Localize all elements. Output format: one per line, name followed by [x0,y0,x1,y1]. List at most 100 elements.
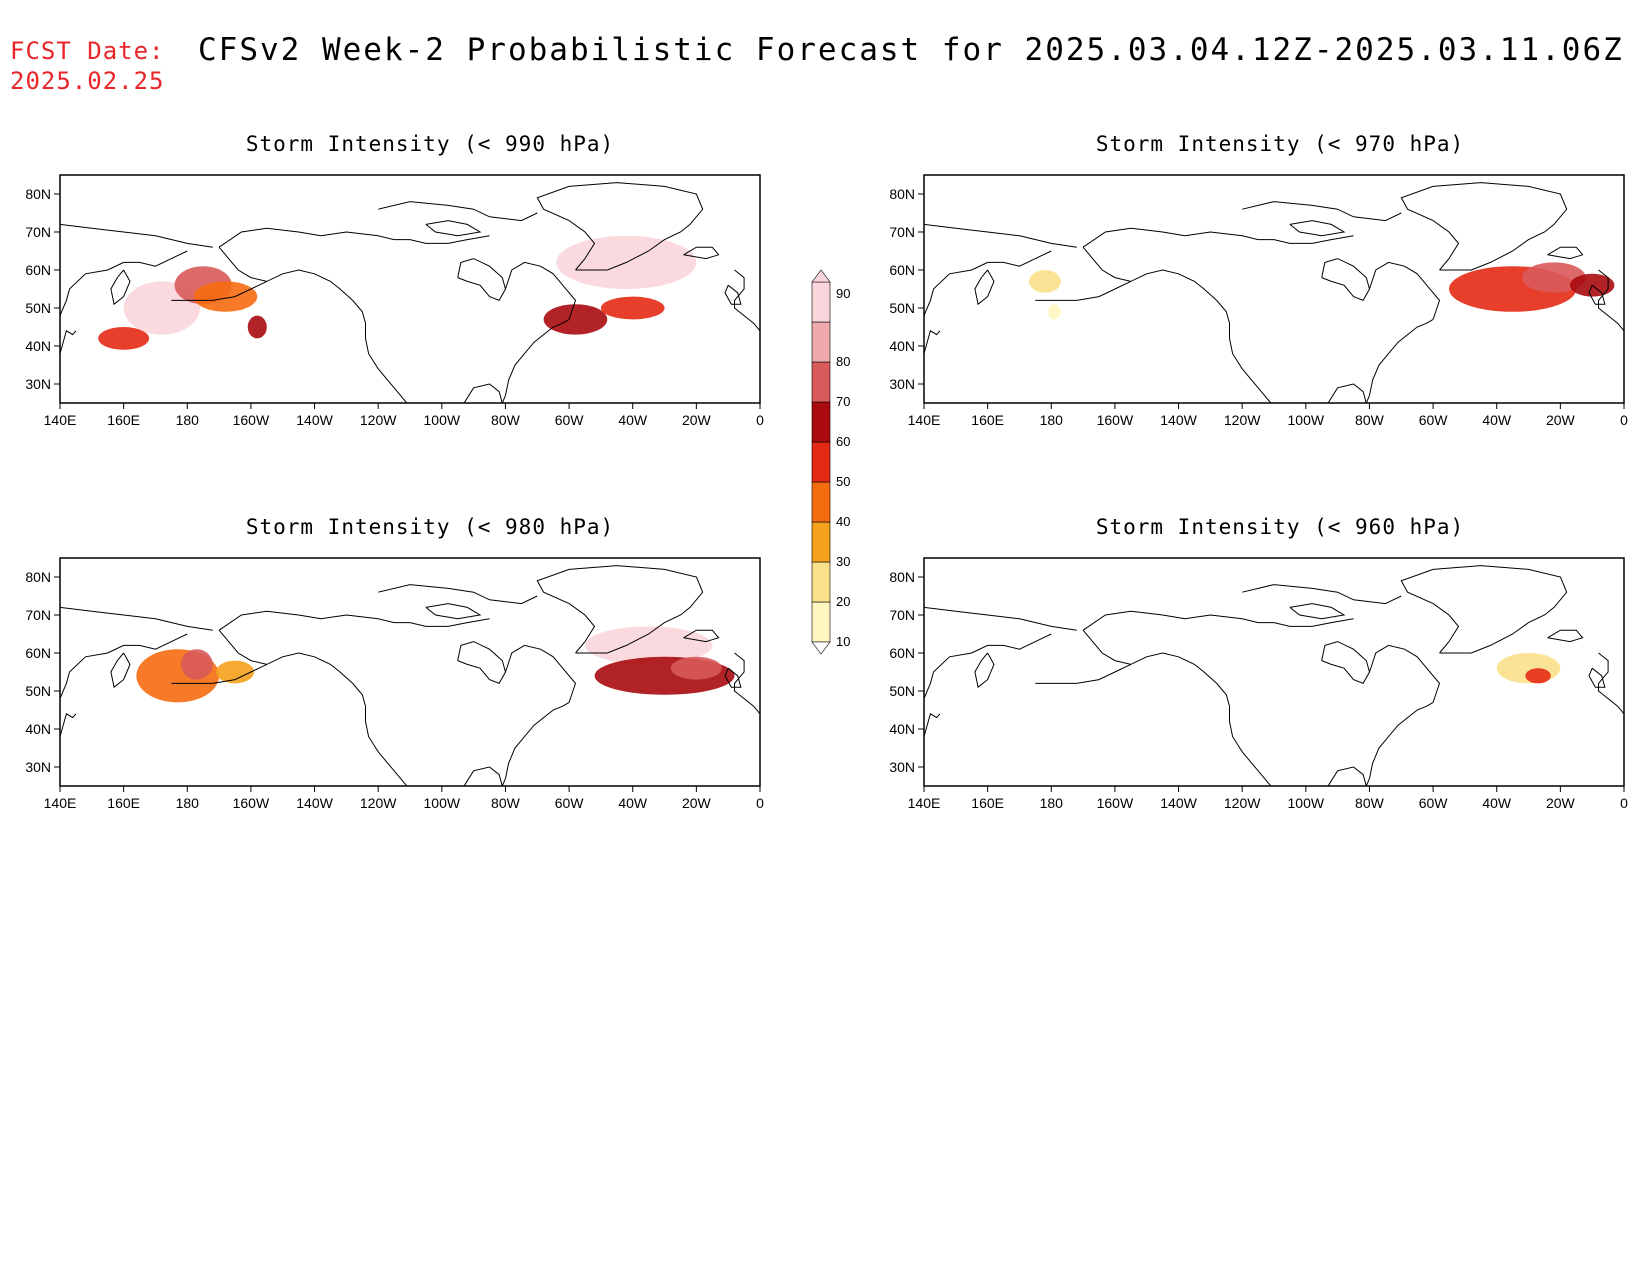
probability-region [215,660,255,684]
coastline [171,663,268,684]
map-970: 140E 160E 180 160W 140W 120W 100W 80W 60W 40W 20W 0… [889,174,1628,428]
lon-tick-label: 0 [756,795,764,811]
coastline [1260,318,1434,403]
coastline [724,667,742,688]
coastline [924,330,941,354]
coastline [1082,629,1262,775]
panel-title-960: Storm Intensity (< 960 hPa) [1095,515,1465,539]
coastline [1369,644,1441,703]
lon-tick-label: 140W [296,412,333,428]
lon-tick-label: 80W [1355,795,1385,811]
coastline [171,280,268,301]
coastline [218,629,398,775]
probability-shading [1496,653,1561,684]
map-frame [923,174,1625,404]
page-title: CFSv2 Week-2 Probabilistic Forecast for … [198,32,1624,68]
coastline [60,223,213,248]
lat-tick-label: 70N [889,224,915,240]
map-frame [59,174,761,404]
coastline [1082,246,1262,392]
colorbar-label: 80 [836,354,850,369]
lat-tick-label: 80N [889,186,915,202]
coastline [536,565,704,654]
lon-tick-label: 140W [296,795,333,811]
lon-tick-label: 180 [1040,795,1064,811]
coastline [1289,220,1346,237]
coastline [425,603,482,620]
coastline [1242,201,1402,222]
lon-tick-label: 140E [44,412,77,428]
lon-tick-label: 140W [1160,795,1197,811]
probability-region [1048,304,1061,320]
coastline [1289,603,1346,620]
coastline [60,713,77,737]
lon-tick-label: 0 [1620,795,1628,811]
coastline [1369,261,1441,320]
lon-tick-label: 60W [1419,412,1449,428]
coastline [1082,227,1354,248]
lon-tick-label: 20W [1546,412,1576,428]
lat-tick-label: 70N [25,224,51,240]
coastline [724,284,742,305]
lat-tick-label: 80N [889,569,915,585]
lon-tick-label: 0 [756,412,764,428]
coastline [457,641,507,685]
coastline [1547,246,1584,260]
lon-tick-label: 100W [424,795,461,811]
probability-region [1029,270,1061,293]
probability-shading [98,235,697,350]
lon-tick-label: 160E [107,795,140,811]
coastline [734,269,760,332]
colorbar-segment [811,521,831,563]
coastline [60,633,188,699]
colorbar-segment [811,281,831,323]
coastline [683,629,720,643]
lat-tick-label: 30N [889,376,915,392]
lon-tick-label: 160E [107,412,140,428]
coastline [683,246,720,260]
colorbar-segment [811,441,831,483]
lat-tick-label: 70N [889,607,915,623]
lon-tick-label: 180 [1040,412,1064,428]
map-frame [59,557,761,787]
coastlines [924,182,1624,403]
coastline [60,606,213,631]
lat-tick-label: 30N [25,759,51,775]
lat-tick-label: 40N [889,338,915,354]
lat-tick-label: 40N [25,721,51,737]
lon-tick-label: 160W [1097,795,1134,811]
forecast-date-label: FCST Date: 2025.02.25 [10,36,165,96]
lon-tick-label: 160W [233,795,270,811]
probability-region [247,315,267,339]
coastline [536,182,704,271]
lat-tick-label: 30N [889,759,915,775]
lat-tick-label: 30N [25,376,51,392]
coastline [505,261,577,320]
coastline [974,652,995,689]
lat-tick-label: 40N [25,338,51,354]
lon-tick-label: 160E [971,412,1004,428]
lon-tick-label: 140E [908,412,941,428]
colorbar-top-cap [811,269,831,283]
lon-tick-label: 80W [491,795,521,811]
colorbar-label: 10 [836,634,850,649]
lon-tick-label: 60W [1419,795,1449,811]
coastline [1598,652,1624,715]
coastline [924,223,1077,248]
lon-tick-label: 140E [44,795,77,811]
coastline [396,701,570,786]
coastline [110,652,131,689]
lat-tick-label: 60N [25,645,51,661]
colorbar-label: 20 [836,594,850,609]
coastline [60,250,188,316]
lat-tick-label: 50N [889,300,915,316]
lat-tick-label: 80N [25,186,51,202]
probability-shading [136,626,735,703]
lon-tick-label: 140E [908,795,941,811]
lon-tick-label: 60W [555,412,585,428]
lon-tick-label: 0 [1620,412,1628,428]
panel-title-980: Storm Intensity (< 980 hPa) [245,515,615,539]
probability-region [600,296,665,320]
lon-tick-label: 120W [1224,795,1261,811]
lon-tick-label: 20W [682,412,712,428]
